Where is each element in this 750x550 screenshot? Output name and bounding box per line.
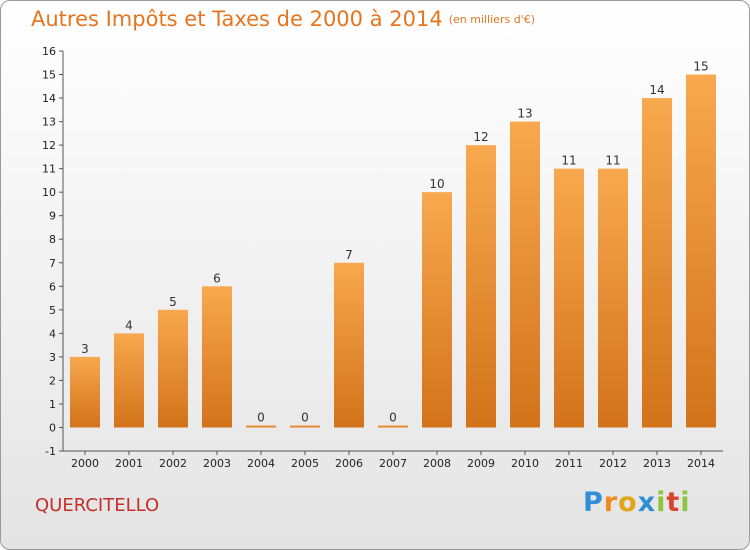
x-tick-label: 2001 [115,457,143,470]
x-tick-label: 2011 [555,457,583,470]
bar-value-label: 0 [301,410,309,424]
bar [598,168,628,428]
bar-value-label: 11 [561,154,576,168]
bar [158,309,188,428]
bar [422,192,452,428]
bar-value-label: 4 [125,318,133,332]
y-tick-label: 16 [42,45,56,58]
chart-title: Autres Impôts et Taxes de 2000 à 2014 (en… [31,7,535,31]
bar-value-label: 13 [517,107,532,121]
bar [246,425,276,428]
place-name: QUERCITELLO [35,495,160,516]
bar-value-label: 5 [169,295,177,309]
y-tick-label: 6 [49,280,56,293]
x-tick-label: 2010 [511,457,539,470]
y-tick-label: 13 [42,116,56,129]
bar [466,145,496,428]
x-tick-label: 2005 [291,457,319,470]
bar [334,262,364,428]
y-tick-label: 0 [49,421,56,434]
bar-value-label: 10 [429,177,444,191]
y-tick-label: 8 [49,233,56,246]
bar-value-label: 7 [345,248,353,262]
bar [202,286,232,428]
x-tick-label: 2008 [423,457,451,470]
bar [290,425,320,428]
x-tick-label: 2009 [467,457,495,470]
y-tick-label: 11 [42,163,56,176]
y-tick-label: 4 [49,327,56,340]
bar [642,98,672,428]
proxiti-logo[interactable]: Proxiti [583,487,691,518]
bar-value-label: 12 [473,130,488,144]
chart-title-text: Autres Impôts et Taxes de 2000 à 2014 [31,7,443,31]
bar-value-label: 6 [213,271,221,285]
bar-value-label: 14 [649,83,664,97]
bar-value-label: 0 [389,410,397,424]
y-tick-label: 9 [49,210,56,223]
y-tick-label: 12 [42,139,56,152]
bar [114,333,144,428]
x-tick-label: 2002 [159,457,187,470]
bar-value-label: 11 [605,154,620,168]
x-tick-label: 2000 [71,457,99,470]
x-tick-label: 2014 [687,457,715,470]
y-tick-label: 2 [49,374,56,387]
bar [510,121,540,428]
x-tick-label: 2004 [247,457,275,470]
y-tick-label: 3 [49,351,56,364]
chart-unit: (en milliers d'€) [448,13,535,26]
x-tick-label: 2007 [379,457,407,470]
y-tick-label: 15 [42,69,56,82]
bar [70,356,100,428]
y-tick-label: 10 [42,186,56,199]
x-tick-label: 2003 [203,457,231,470]
y-tick-label: 5 [49,304,56,317]
bar [554,168,584,428]
x-tick-label: 2012 [599,457,627,470]
bar-value-label: 15 [693,60,708,74]
x-tick-label: 2006 [335,457,363,470]
y-tick-label: 7 [49,257,56,270]
bar-value-label: 3 [81,342,89,356]
bar-value-label: 0 [257,410,265,424]
y-tick-label: -1 [45,445,56,458]
bar [686,74,716,428]
y-tick-label: 1 [49,398,56,411]
y-tick-label: 14 [42,92,56,105]
x-tick-label: 2013 [643,457,671,470]
bar [378,425,408,428]
